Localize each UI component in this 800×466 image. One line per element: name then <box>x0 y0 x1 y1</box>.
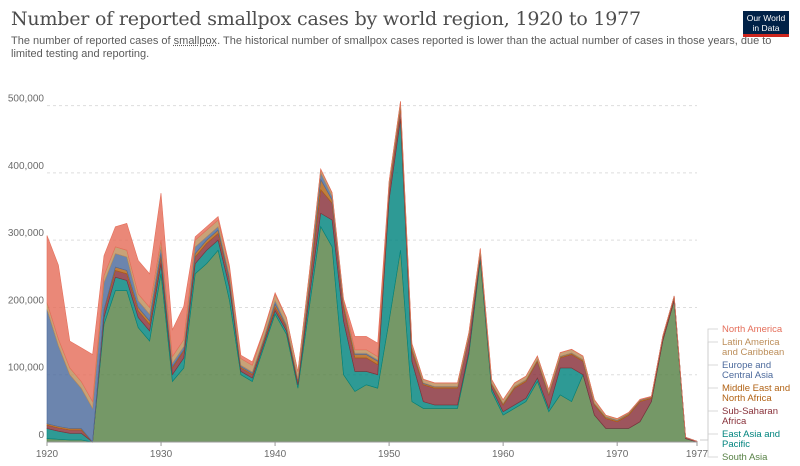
legend-connector <box>700 433 718 441</box>
legend-connector <box>700 364 718 441</box>
y-tick-label: 100,000 <box>8 363 45 374</box>
x-tick-label: 1920 <box>36 449 59 460</box>
legend-line: and Caribbean <box>722 347 784 358</box>
legend-middle-east-and-north-africa[interactable]: Middle East and North Africa <box>722 383 790 404</box>
legend-south-asia[interactable]: South Asia <box>722 452 768 463</box>
legend-north-america[interactable]: North America <box>722 324 783 335</box>
series-areas <box>46 101 698 443</box>
area-north-america[interactable] <box>46 101 698 442</box>
legend-connector <box>700 328 718 441</box>
legend-east-asia-and-pacific[interactable]: East Asia and Pacific <box>722 429 780 450</box>
legend-line: Middle East and <box>722 383 790 394</box>
x-tick-label: 1970 <box>606 449 629 460</box>
legend-line: Africa <box>722 416 747 427</box>
y-tick-label: 500,000 <box>8 94 45 105</box>
legend-latin-america-and-caribbean[interactable]: Latin America and Caribbean <box>722 337 784 358</box>
subtitle-text-end: . The historical number of smallpox case… <box>11 35 772 60</box>
legend-line: Pacific <box>722 439 750 450</box>
legend-sub-saharan-africa[interactable]: Sub-Saharan Africa <box>722 406 778 427</box>
x-tick-label: 1950 <box>378 449 401 460</box>
legend-line: Latin America <box>722 337 780 348</box>
legend-connector <box>700 439 718 458</box>
legend-line: North Africa <box>722 393 772 404</box>
legend-line: North America <box>722 324 783 335</box>
x-axis: 1920 1930 1940 1950 1960 1970 1977 <box>36 441 709 460</box>
legend-line: South Asia <box>722 452 768 463</box>
logo-line-2: in Data <box>752 22 780 33</box>
x-tick-label: 1977 <box>686 449 709 460</box>
y-tick-label: 0 <box>38 430 44 441</box>
y-tick-label: 400,000 <box>8 161 45 172</box>
subtitle-text-start: The number of reported cases of <box>11 35 174 47</box>
chart-title: Number of reported smallpox cases by wor… <box>11 8 641 30</box>
x-tick-label: 1930 <box>150 449 173 460</box>
owid-logo[interactable]: Our World in Data <box>743 11 789 37</box>
logo-line-1: Our World <box>746 13 786 23</box>
legend-line: East Asia and <box>722 429 780 440</box>
legend-line: Sub-Saharan <box>722 406 778 417</box>
legend-europe-and-central-asia[interactable]: Europe and Central Asia <box>722 360 774 381</box>
x-tick-label: 1940 <box>264 449 287 460</box>
y-tick-label: 200,000 <box>8 295 45 306</box>
y-tick-label: 300,000 <box>8 228 45 239</box>
legend-connector <box>700 387 718 441</box>
x-tick-label: 1960 <box>492 449 515 460</box>
smallpox-link[interactable]: smallpox <box>173 35 218 47</box>
legend-line: Europe and <box>722 360 771 371</box>
chart-subtitle: The number of reported cases of smallpox… <box>11 35 791 61</box>
y-axis: 0 100,000 200,000 300,000 400,000 500,000 <box>8 94 45 441</box>
legend-connector <box>700 341 718 441</box>
legend-connector <box>700 410 718 441</box>
legend-line: Central Asia <box>722 370 774 381</box>
